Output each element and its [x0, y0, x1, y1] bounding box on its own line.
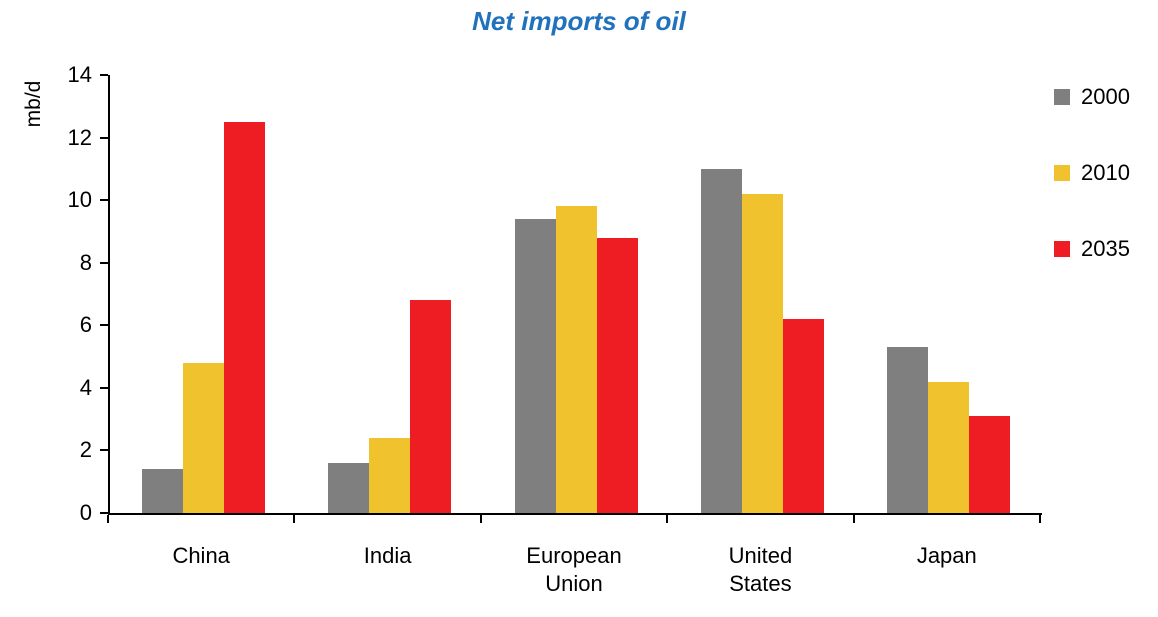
y-tick-label-4: 4 — [79, 374, 92, 400]
legend-item-2000: 2000 — [1054, 84, 1130, 110]
y-tick-mark — [100, 386, 108, 389]
y-tick-mark — [100, 74, 108, 76]
y-tick-label-14: 14 — [67, 62, 92, 87]
bar-2000-india — [328, 462, 370, 513]
y-tick-label-0: 0 — [79, 500, 92, 525]
y-tick-mark — [100, 261, 108, 264]
bar-group-china — [110, 75, 296, 513]
y-tick-mark — [100, 449, 108, 452]
bar-group-japan — [856, 75, 1042, 513]
bar-group-european-union — [483, 75, 669, 513]
bar-2010-japan — [928, 381, 970, 513]
bar-2010-china — [182, 362, 224, 513]
y-tick-label-12: 12 — [67, 124, 92, 150]
x-tick-mark — [293, 515, 296, 523]
bar-group-united-states — [669, 75, 855, 513]
legend-swatch-2035 — [1054, 241, 1070, 257]
legend-label-2000: 2000 — [1081, 84, 1130, 109]
bar-2000-european-union — [514, 218, 556, 513]
plot-area — [108, 75, 1042, 515]
x-tick-mark — [107, 515, 109, 523]
y-tick-mark — [100, 136, 108, 139]
bar-2010-united-states — [741, 193, 783, 513]
x-category-label-china: China — [172, 543, 230, 568]
legend-label-2035: 2035 — [1081, 236, 1130, 261]
x-tick-mark — [852, 515, 855, 523]
bar-2000-japan — [887, 347, 929, 513]
y-tick-mark — [100, 324, 108, 327]
x-category-label-united-states: United States — [728, 543, 793, 596]
chart-title: Net imports of oil — [472, 6, 686, 36]
bar-2035-european-union — [596, 237, 638, 513]
y-tick-mark — [100, 199, 108, 202]
legend-swatch-2010 — [1054, 165, 1070, 181]
x-category-label-japan: Japan — [916, 543, 977, 568]
y-tick-label-6: 6 — [79, 312, 92, 338]
x-tick-mark — [479, 515, 482, 523]
bar-2010-european-union — [555, 206, 597, 513]
x-tick-mark — [666, 515, 669, 523]
y-tick-mark — [100, 512, 108, 514]
legend: 2000 2010 2035 — [1054, 84, 1130, 312]
bar-2035-india — [410, 300, 452, 513]
y-tick-label-2: 2 — [79, 437, 92, 463]
y-tick-label-8: 8 — [79, 249, 92, 275]
x-category-label-india: India — [363, 543, 412, 568]
y-tick-label-10: 10 — [67, 187, 92, 213]
bar-group-india — [296, 75, 482, 513]
legend-item-2010: 2010 — [1054, 160, 1130, 186]
bar-2010-india — [369, 437, 411, 513]
legend-swatch-2000 — [1054, 89, 1070, 105]
bar-2000-united-states — [700, 168, 742, 513]
legend-item-2035: 2035 — [1054, 236, 1130, 262]
bar-2000-china — [141, 469, 183, 513]
legend-label-2010: 2010 — [1081, 160, 1130, 185]
x-category-label-european-union: European Union — [526, 543, 622, 596]
x-tick-mark — [1039, 515, 1041, 523]
bar-2035-japan — [969, 416, 1011, 513]
bar-2035-united-states — [782, 319, 824, 513]
bar-2035-china — [223, 121, 265, 513]
